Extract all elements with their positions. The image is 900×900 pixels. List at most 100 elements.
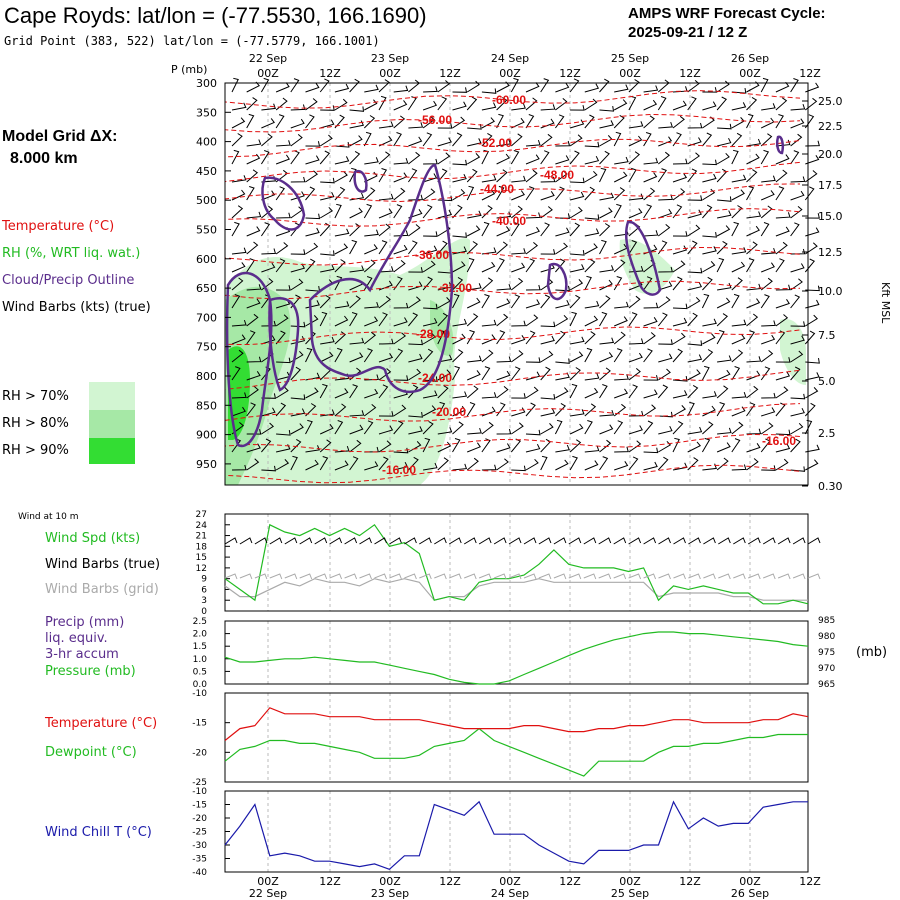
upper-wind-barb <box>231 392 247 399</box>
upper-wind-barb <box>599 207 613 219</box>
upper-wind-barb <box>805 285 820 292</box>
upper-wind-barb <box>614 388 629 399</box>
upper-wind-barb <box>569 222 581 237</box>
upper-wind-barb <box>349 78 360 93</box>
upper-wind-barb <box>760 350 774 363</box>
upper-wind-barb <box>437 240 448 255</box>
surface-wind-barb <box>613 537 627 545</box>
legend-wind-barbs: Wind Barbs (kts) (true) <box>2 300 151 315</box>
upper-wind-barb <box>393 157 409 165</box>
upper-wind-barb <box>320 336 335 345</box>
upper-wind-barb <box>260 150 270 165</box>
upper-wind-barb <box>334 156 350 165</box>
pressure-panel-frame <box>224 620 809 685</box>
upper-wind-barb <box>319 222 331 237</box>
surface-wind-barb <box>792 537 806 545</box>
upper-wind-barb <box>658 224 671 237</box>
upper-wind-barb <box>452 173 467 183</box>
upper-wind-barb <box>467 427 482 435</box>
upper-wind-barb <box>613 187 626 201</box>
upper-wind-barb <box>716 225 731 237</box>
upper-wind-barb <box>408 441 422 453</box>
upper-wind-barb <box>760 366 771 381</box>
upper-wind-barb <box>569 279 584 291</box>
upper-wind-barb <box>305 459 319 471</box>
isotherm-label: -16.00 <box>382 463 416 477</box>
upper-wind-barb <box>319 423 334 435</box>
upper-wind-barb <box>540 104 556 111</box>
upper-wind-barb <box>658 266 673 273</box>
upper-wind-barb <box>246 169 259 183</box>
upper-wind-barb <box>393 420 404 435</box>
pressure-tick-label: 500 <box>196 194 217 207</box>
upper-wind-barb <box>334 171 348 183</box>
upper-wind-barb <box>672 132 682 147</box>
upper-wind-barb <box>349 439 362 453</box>
upper-wind-barb <box>452 463 468 471</box>
upper-wind-barb <box>584 373 600 381</box>
kft-tick-label: 5.0 <box>818 375 836 388</box>
upper-wind-barb <box>246 313 259 327</box>
grid-wind-barb <box>464 573 477 580</box>
upper-wind-barb <box>628 193 644 201</box>
upper-wind-barb <box>613 259 626 273</box>
surface-wind-barb <box>747 537 761 545</box>
upper-wind-barb <box>378 411 394 417</box>
upper-wind-barb <box>275 242 289 255</box>
surface-wind-barb <box>389 537 402 545</box>
upper-wind-barb <box>261 118 275 129</box>
upper-wind-barb <box>643 85 659 93</box>
upper-wind-barb <box>511 335 526 345</box>
upper-wind-barb <box>570 250 585 256</box>
upper-wind-barb <box>687 457 699 471</box>
upper-wind-barb <box>246 429 262 435</box>
upper-wind-barb <box>775 314 789 327</box>
top-date-label: 25 Sep <box>611 52 649 65</box>
upper-wind-barb <box>775 226 790 237</box>
upper-wind-barb <box>481 294 490 309</box>
upper-wind-barb <box>569 294 581 309</box>
upper-wind-barb <box>393 260 406 273</box>
upper-wind-barb <box>584 170 598 183</box>
upper-wind-barb <box>408 281 423 291</box>
upper-wind-barb <box>555 155 570 165</box>
upper-wind-barb <box>672 332 686 345</box>
upper-wind-barb <box>628 208 643 219</box>
upper-wind-barb <box>378 368 392 381</box>
upper-wind-barb <box>569 191 585 201</box>
upper-wind-barb <box>702 159 718 166</box>
upper-wind-barb <box>290 249 306 255</box>
upper-wind-barb <box>702 261 716 273</box>
upper-wind-barb <box>731 174 747 183</box>
upper-wind-barb <box>716 442 731 453</box>
upper-wind-barb <box>687 281 703 291</box>
upper-wind-barb <box>790 438 801 453</box>
upper-wind-barb <box>746 428 762 435</box>
wind-10m-label: Wind at 10 m <box>18 512 78 522</box>
upper-wind-barb <box>437 427 453 435</box>
upper-wind-barb <box>510 222 520 237</box>
upper-wind-barb <box>525 242 539 255</box>
upper-wind-barb <box>320 105 335 111</box>
upper-wind-barb <box>584 460 599 471</box>
grid-wind-barb <box>553 573 567 580</box>
upper-wind-barb <box>261 320 277 327</box>
upper-wind-barb <box>349 352 364 363</box>
upper-wind-barb <box>393 187 406 201</box>
pressure-tick-label: 750 <box>196 341 217 354</box>
upper-wind-barb <box>466 402 476 417</box>
top-hour-label: 12Z <box>319 67 341 80</box>
upper-wind-barb <box>540 191 555 201</box>
upper-wind-barb <box>363 131 372 147</box>
rh-shading-area <box>780 319 806 385</box>
kft-axis-title: Kft MSL <box>879 282 892 324</box>
upper-wind-barb <box>672 437 680 453</box>
upper-wind-barb <box>775 357 791 363</box>
top-date-label: 26 Sep <box>731 52 769 65</box>
grid-wind-barb <box>508 573 522 580</box>
upper-wind-barb <box>393 302 409 309</box>
upper-wind-barb <box>702 333 716 345</box>
bottom-hour-label: 12Z <box>799 875 821 888</box>
upper-wind-barb <box>422 260 436 273</box>
upper-wind-barb <box>275 114 285 129</box>
